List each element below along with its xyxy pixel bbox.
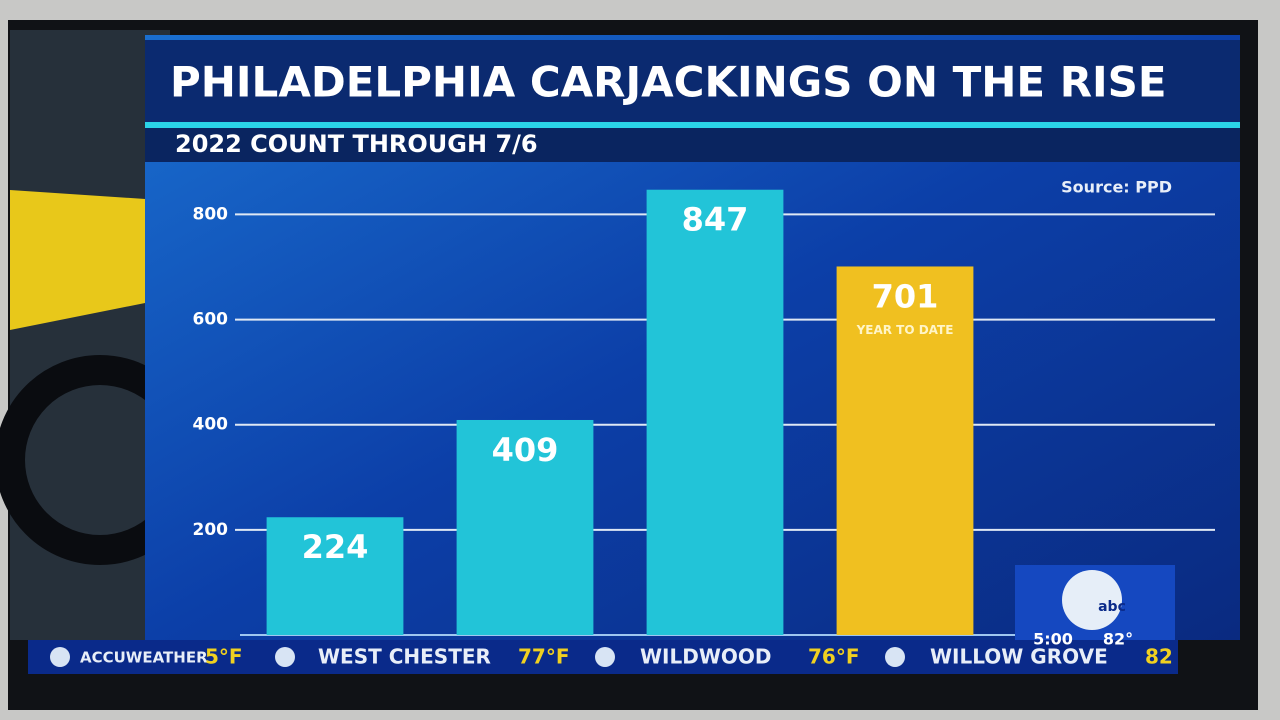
annotation: YEAR TO DATE: [856, 323, 954, 337]
data-label: 224: [302, 528, 369, 566]
title-bar: [145, 40, 1240, 125]
ticker-icon: [275, 647, 295, 667]
bug-temp: 82°: [1103, 630, 1133, 649]
ticker-city: ACCUWEATHER: [80, 649, 208, 667]
source: Source: PPD: [1061, 178, 1172, 197]
y-tick-label: 600: [193, 310, 229, 330]
logo: abc: [1098, 599, 1126, 615]
bar: [266, 517, 404, 635]
y-tick-label: 200: [193, 520, 229, 540]
ticker-temp: 76°F: [808, 645, 860, 669]
data-label: 409: [492, 431, 559, 469]
title-rule: [145, 122, 1240, 128]
plot: 200 400 600 800 224 409 847 701 YEAR TO DATE: [193, 189, 1215, 636]
ticker-temp: 77°F: [518, 645, 570, 669]
data-label: 847: [682, 201, 749, 239]
bar: [646, 189, 784, 635]
y-tick-label: 800: [193, 204, 229, 224]
ticker-city: WILDWOOD: [640, 645, 772, 669]
ticker-icon: [885, 647, 905, 667]
chart-title: PHILADELPHIA CARJACKINGS ON THE RISE: [170, 58, 1167, 107]
ticker-city: WILLOW GROVE: [930, 645, 1108, 669]
y-tick-label: 400: [193, 415, 229, 435]
ticker-temp: 82: [1145, 645, 1173, 669]
bug-time: 5:00: [1033, 630, 1073, 649]
tape: [10, 190, 160, 330]
bar: [836, 266, 974, 635]
ticker-icon: [595, 647, 615, 667]
subtitle-bar: [145, 128, 1240, 162]
ticker-icon: [50, 647, 70, 667]
ticker-temp: 5°F: [205, 645, 243, 669]
ticker-city: WEST CHESTER: [318, 645, 491, 669]
chart-subtitle: 2022 COUNT THROUGH 7/6: [175, 130, 538, 158]
logo-disc: [1062, 570, 1122, 630]
data-label: 701: [872, 277, 939, 315]
bar: [456, 419, 594, 635]
